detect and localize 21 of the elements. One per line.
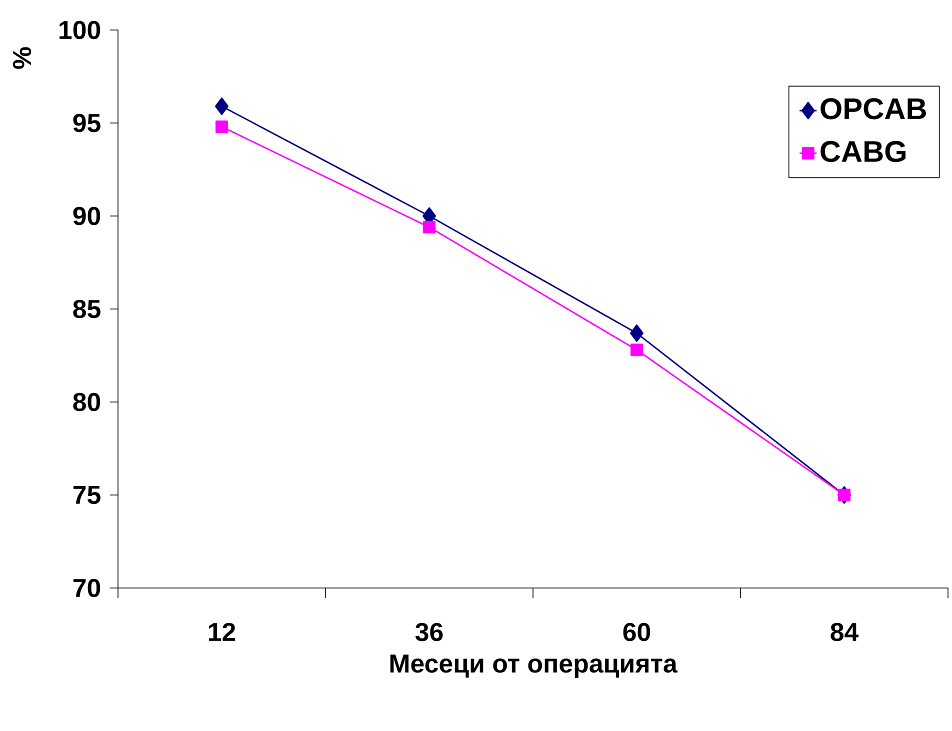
y-tick-label: 80 <box>73 392 100 412</box>
x-tick-label: 60 <box>623 622 650 642</box>
y-tick-label: 100 <box>60 20 100 40</box>
legend-label: OPCAB <box>820 98 926 120</box>
legend-label: CABG <box>820 140 906 162</box>
y-tick-label: 85 <box>73 300 100 318</box>
point <box>215 98 228 116</box>
x-tick-label: 84 <box>830 622 859 642</box>
x-tick-label: 12 <box>208 622 236 641</box>
x-tick-label: 36 <box>415 622 443 642</box>
point <box>630 324 644 342</box>
point <box>216 120 228 133</box>
y-tick-label: 70 <box>73 578 100 598</box>
y-axis-title: % <box>12 47 32 69</box>
y-tick-label: 95 <box>73 114 100 132</box>
point <box>423 220 436 234</box>
y-tick-label: 75 <box>73 486 100 504</box>
point <box>838 488 851 502</box>
x-axis-title: Месеци от операцията <box>390 654 678 678</box>
y-tick-label: 90 <box>73 206 100 226</box>
point <box>630 344 644 356</box>
